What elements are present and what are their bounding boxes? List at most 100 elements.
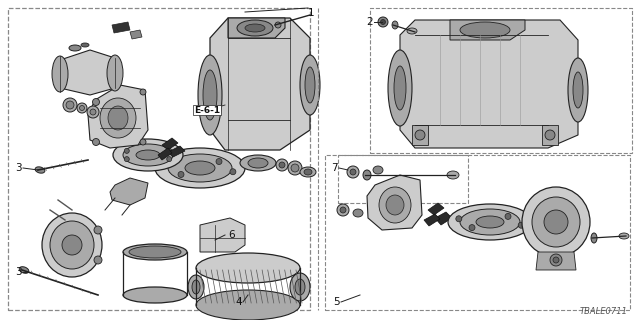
Circle shape [124, 156, 129, 162]
Polygon shape [158, 148, 172, 160]
Ellipse shape [107, 55, 123, 91]
Polygon shape [228, 18, 285, 38]
Bar [370, 8, 632, 153]
Circle shape [63, 98, 77, 112]
Polygon shape [130, 30, 142, 39]
Ellipse shape [476, 216, 504, 228]
Ellipse shape [62, 235, 82, 255]
Polygon shape [428, 203, 444, 215]
Ellipse shape [188, 275, 204, 299]
Circle shape [291, 164, 299, 172]
Circle shape [164, 161, 170, 167]
Circle shape [94, 256, 102, 264]
Circle shape [166, 148, 172, 153]
Circle shape [87, 106, 99, 118]
Ellipse shape [386, 195, 404, 215]
Ellipse shape [373, 166, 383, 174]
Polygon shape [112, 22, 130, 33]
Ellipse shape [532, 197, 580, 247]
Ellipse shape [168, 154, 232, 182]
Circle shape [469, 225, 475, 231]
Circle shape [79, 106, 84, 110]
Ellipse shape [155, 148, 245, 188]
Ellipse shape [460, 209, 520, 235]
Circle shape [505, 213, 511, 220]
Ellipse shape [591, 233, 597, 243]
Circle shape [415, 130, 425, 140]
Ellipse shape [305, 67, 315, 103]
Ellipse shape [35, 167, 45, 173]
Circle shape [545, 130, 555, 140]
Polygon shape [210, 18, 310, 150]
Ellipse shape [240, 155, 276, 171]
Ellipse shape [248, 158, 268, 168]
Ellipse shape [198, 55, 222, 135]
Polygon shape [424, 214, 440, 226]
Circle shape [166, 156, 172, 162]
Ellipse shape [196, 253, 300, 283]
Polygon shape [412, 125, 428, 145]
Circle shape [94, 226, 102, 234]
Polygon shape [110, 178, 148, 205]
Circle shape [378, 17, 388, 27]
Ellipse shape [50, 221, 94, 269]
Ellipse shape [42, 213, 102, 277]
Text: TBALE0711: TBALE0711 [580, 308, 628, 316]
Circle shape [178, 172, 184, 178]
Ellipse shape [363, 170, 371, 180]
Circle shape [124, 148, 129, 153]
Circle shape [77, 103, 87, 113]
Ellipse shape [300, 167, 316, 177]
Ellipse shape [460, 22, 510, 38]
Ellipse shape [123, 144, 173, 166]
Ellipse shape [52, 56, 68, 92]
Ellipse shape [245, 24, 265, 32]
Circle shape [140, 139, 146, 145]
Ellipse shape [81, 43, 89, 47]
Text: E-6-1: E-6-1 [194, 106, 220, 115]
Bar [8, 8, 310, 310]
Ellipse shape [113, 139, 183, 171]
Polygon shape [400, 20, 578, 148]
Ellipse shape [304, 169, 312, 175]
Ellipse shape [123, 244, 187, 260]
Polygon shape [200, 218, 245, 252]
Text: 6: 6 [228, 230, 235, 240]
Text: 4: 4 [236, 297, 242, 307]
Circle shape [337, 204, 349, 216]
Text: 7: 7 [332, 163, 338, 173]
Circle shape [140, 89, 146, 95]
Ellipse shape [447, 171, 459, 179]
Bar [325, 155, 630, 310]
Circle shape [93, 99, 99, 106]
Ellipse shape [544, 210, 568, 234]
Circle shape [518, 222, 524, 228]
Circle shape [230, 169, 236, 175]
Polygon shape [450, 20, 525, 40]
Ellipse shape [192, 280, 200, 294]
Text: 3: 3 [15, 267, 22, 277]
Polygon shape [168, 146, 185, 157]
Polygon shape [536, 252, 576, 270]
Ellipse shape [196, 290, 300, 320]
Circle shape [456, 216, 462, 222]
Bar [338, 155, 468, 203]
Ellipse shape [100, 98, 136, 138]
Circle shape [66, 101, 74, 109]
Ellipse shape [394, 66, 406, 110]
Text: 2: 2 [366, 17, 373, 27]
Ellipse shape [300, 55, 320, 115]
Ellipse shape [388, 50, 412, 126]
Ellipse shape [448, 204, 532, 240]
Circle shape [90, 109, 96, 115]
Polygon shape [88, 85, 148, 148]
Ellipse shape [407, 28, 417, 34]
Ellipse shape [136, 150, 160, 160]
Ellipse shape [295, 279, 305, 295]
Text: 5: 5 [333, 297, 340, 307]
Ellipse shape [129, 246, 181, 258]
Circle shape [93, 139, 99, 146]
Circle shape [340, 207, 346, 213]
Polygon shape [435, 212, 452, 225]
Ellipse shape [619, 233, 629, 239]
